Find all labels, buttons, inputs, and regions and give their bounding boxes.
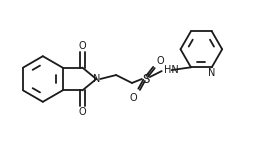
Text: S: S xyxy=(142,73,150,86)
Text: N: N xyxy=(93,74,100,84)
Text: O: O xyxy=(157,56,164,66)
Text: O: O xyxy=(79,41,86,51)
Text: N: N xyxy=(208,68,215,78)
Text: O: O xyxy=(79,107,86,117)
Text: O: O xyxy=(129,93,137,103)
Text: HN: HN xyxy=(164,65,179,75)
